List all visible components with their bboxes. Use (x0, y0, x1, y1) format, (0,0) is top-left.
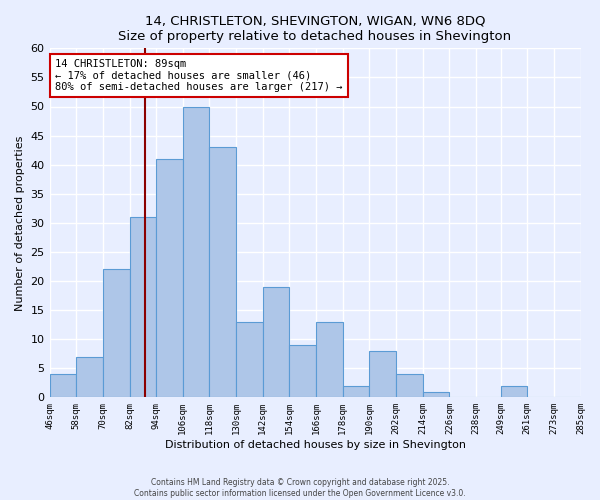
Bar (370, 351, 396, 398)
X-axis label: Distribution of detached houses by size in Shevington: Distribution of detached houses by size … (164, 440, 466, 450)
Bar (263, 287, 289, 398)
Bar (209, 147, 236, 398)
Bar (130, 217, 156, 398)
Bar (423, 392, 449, 398)
Bar (289, 345, 316, 398)
Bar (103, 270, 130, 398)
Bar (156, 159, 183, 398)
Y-axis label: Number of detached properties: Number of detached properties (15, 135, 25, 310)
Bar (343, 386, 370, 398)
Bar (50, 374, 76, 398)
Bar (316, 322, 343, 398)
Text: Contains HM Land Registry data © Crown copyright and database right 2025.
Contai: Contains HM Land Registry data © Crown c… (134, 478, 466, 498)
Title: 14, CHRISTLETON, SHEVINGTON, WIGAN, WN6 8DQ
Size of property relative to detache: 14, CHRISTLETON, SHEVINGTON, WIGAN, WN6 … (118, 15, 512, 43)
Bar (76, 356, 103, 398)
Bar (236, 322, 263, 398)
Bar (183, 106, 209, 398)
Bar (396, 374, 423, 398)
Text: 14 CHRISTLETON: 89sqm
← 17% of detached houses are smaller (46)
80% of semi-deta: 14 CHRISTLETON: 89sqm ← 17% of detached … (55, 59, 343, 92)
Bar (500, 386, 527, 398)
